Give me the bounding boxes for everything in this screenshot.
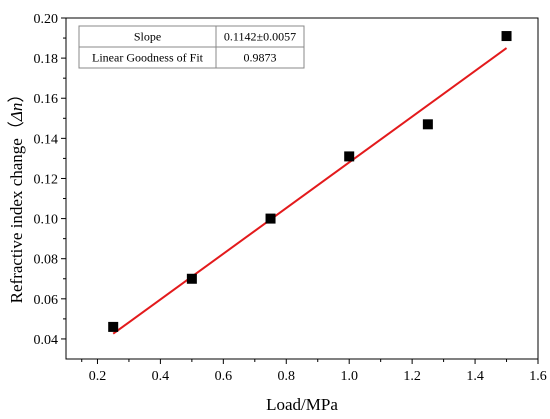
y-tick-label: 0.16 [34, 92, 59, 107]
x-tick-label: 1.6 [529, 369, 547, 384]
y-tick-label: 0.10 [34, 213, 59, 228]
plot-area: 0.2 0.4 0.6 0.8 1.0 1.2 1.4 1.6 0.04 0.06 0.08 0.10… [7, 12, 547, 414]
y-tick-label: 0.14 [34, 132, 59, 147]
x-tick-label: 0.6 [215, 369, 233, 384]
y-tick-label: 0.06 [34, 293, 59, 308]
plot-frame [65, 17, 539, 360]
fit-table-label: Linear Goodness of Fit [92, 51, 204, 65]
data-point [186, 273, 197, 284]
y-tick-label: 0.04 [34, 333, 59, 348]
data-point [422, 119, 433, 130]
data-point [501, 31, 512, 42]
x-axis-title: Load/MPa [266, 395, 338, 414]
fit-line [112, 47, 508, 335]
y-tick-label: 0.12 [34, 172, 59, 187]
data-point [344, 151, 355, 162]
x-tick-label: 0.2 [89, 369, 107, 384]
fit-table-value: 0.9873 [244, 51, 277, 65]
y-tick-label: 0.18 [34, 52, 59, 67]
x-tick-label: 0.4 [152, 369, 170, 384]
fit-table-label: Slope [134, 30, 161, 44]
y-tick-label: 0.20 [34, 12, 59, 27]
y-axis-title: Refractive index change（Δn） [7, 86, 26, 304]
fit-table-value: 0.1142±0.0057 [224, 30, 296, 44]
x-tick-label: 1.0 [340, 369, 358, 384]
x-tick-label: 1.2 [403, 369, 421, 384]
x-tick-label: 0.8 [278, 369, 296, 384]
data-point [108, 321, 119, 332]
x-tick-label: 1.4 [466, 369, 484, 384]
data-point [265, 213, 276, 224]
y-tick-label: 0.08 [34, 253, 59, 268]
